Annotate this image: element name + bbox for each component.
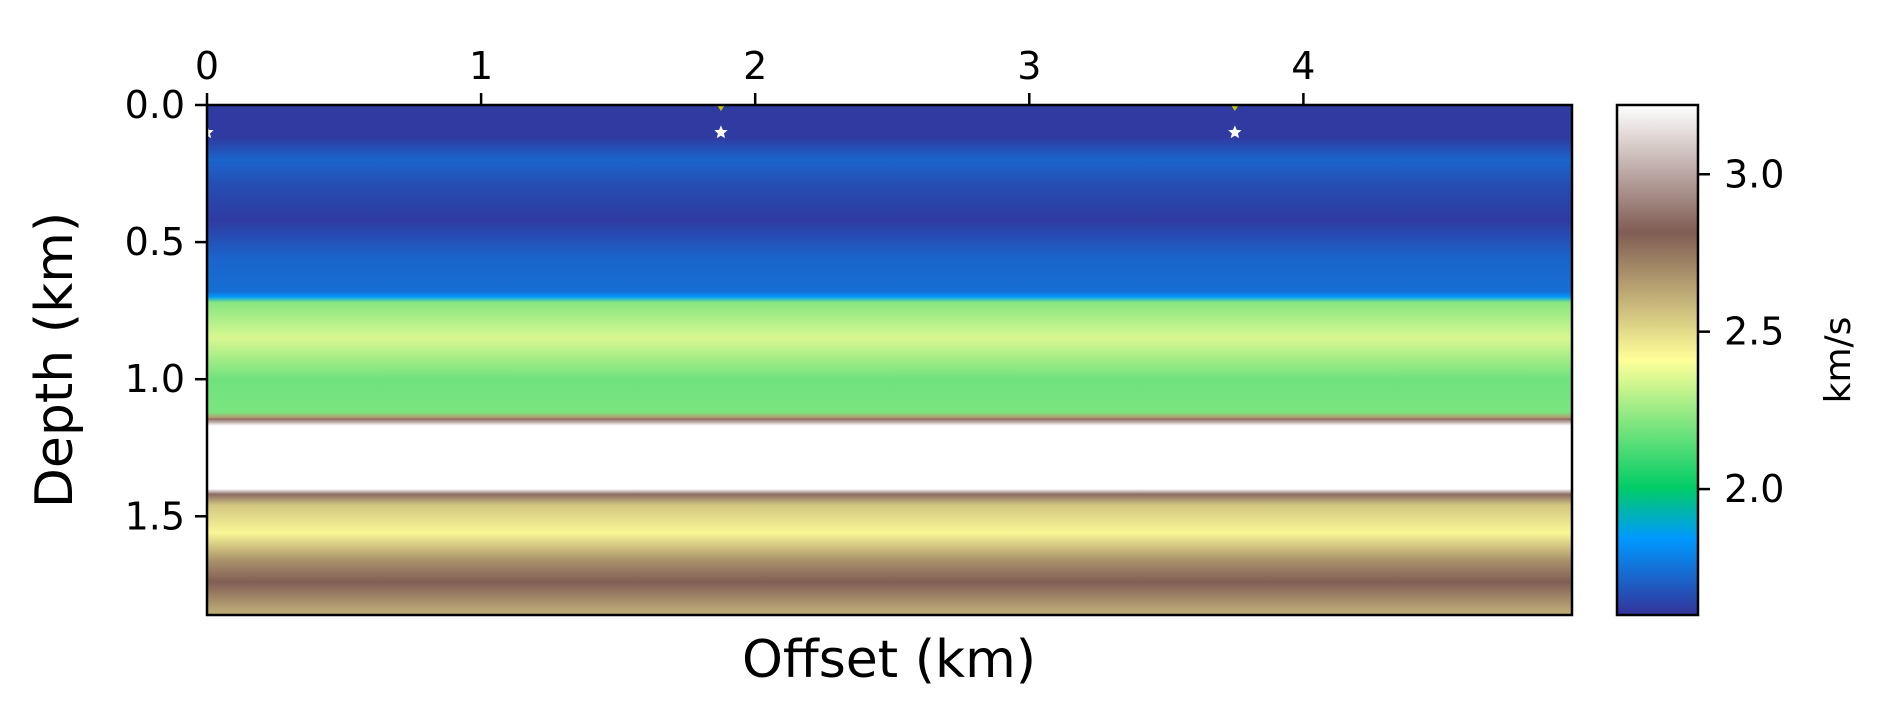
y-tick-label: 0.0 (125, 83, 185, 127)
colorbar-frame (1615, 103, 1700, 617)
colorbar-tick-label: 2.0 (1724, 467, 1784, 511)
colorbar-tick-label: 2.5 (1724, 310, 1784, 354)
colorbar (1617, 105, 1698, 615)
source-marker (714, 125, 728, 139)
x-tick-label: 4 (1291, 44, 1315, 88)
velocity-model-image (207, 105, 1572, 615)
x-tick-label: 3 (1017, 44, 1041, 88)
y-axis-title: Depth (km) (25, 212, 85, 508)
colorbar-ticks: 2.0 2.5 3.0 (1698, 152, 1784, 511)
plot-frame (205, 103, 1574, 617)
x-axis-title: Offset (km) (742, 630, 1036, 690)
y-axis-ticks: 0.0 0.5 1.0 1.5 (125, 83, 207, 538)
y-tick-label: 1.0 (125, 357, 185, 401)
x-axis-ticks: 0 1 2 3 4 (195, 44, 1315, 105)
source-marker (1228, 125, 1242, 139)
y-tick-label: 0.5 (125, 220, 185, 264)
colorbar-tick-label: 3.0 (1724, 152, 1784, 196)
receiver-marker (1230, 105, 1239, 111)
receiver-marker (716, 105, 725, 111)
y-tick-label: 1.5 (125, 494, 185, 538)
colorbar-label: km/s (1818, 317, 1859, 404)
x-tick-label: 2 (743, 44, 767, 88)
x-tick-label: 0 (195, 44, 219, 88)
x-tick-label: 1 (469, 44, 493, 88)
